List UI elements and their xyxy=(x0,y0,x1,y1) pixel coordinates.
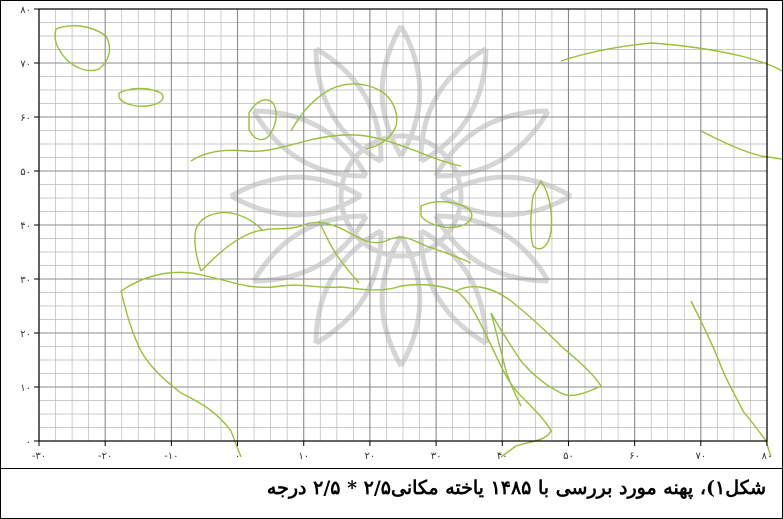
coast-scandinavia xyxy=(290,83,398,150)
x-tick-label: -۱۰ xyxy=(164,451,178,462)
plot-frame xyxy=(38,8,768,442)
watermark-petal xyxy=(439,174,573,199)
x-tick-label: ۷۰ xyxy=(695,451,706,462)
x-tick-label: ۴۰ xyxy=(497,451,508,462)
x-tick-label: ۱۰ xyxy=(298,451,309,462)
x-tick-label: ۸۰ xyxy=(762,451,773,462)
y-tick-label: ۳۰ xyxy=(20,275,31,286)
y-tick-label: ۵۰ xyxy=(20,167,31,178)
coast-iceland xyxy=(118,87,164,107)
watermark-petal xyxy=(314,230,384,346)
y-tick-label: ۱۰ xyxy=(20,383,31,394)
coast-iberia xyxy=(194,211,264,272)
watermark-petal xyxy=(433,108,549,178)
figure-caption: شکل۱)، پهنه مورد بررسی با ۱۴۸۵ یاخته مکا… xyxy=(266,477,766,499)
watermark-petal xyxy=(379,234,404,368)
y-tick-label: ۲۰ xyxy=(20,329,31,340)
watermark-petal xyxy=(313,228,383,344)
coast-europe-north xyxy=(190,134,462,167)
watermark-petal xyxy=(314,46,384,162)
coast-red-sea xyxy=(490,312,522,407)
watermark-rosette xyxy=(229,24,573,368)
watermark-ring xyxy=(338,133,464,259)
coast-europe-south xyxy=(200,221,472,272)
x-tick-label: ۰ xyxy=(235,451,240,462)
y-tick-label: ۶۰ xyxy=(20,113,31,124)
coast-caspian xyxy=(530,180,553,250)
y-tick-label: ۷۰ xyxy=(20,59,31,70)
x-tick-label: ۵۰ xyxy=(563,451,574,462)
watermark-petal xyxy=(251,109,367,179)
watermark-petal xyxy=(418,230,488,346)
x-axis: -۳۰ -۲۰ -۱۰ ۰ ۱۰ ۲۰ ۳۰ ۴۰ ۵۰ ۶۰ ۷۰ ۸۰ xyxy=(32,441,773,462)
x-tick-label: ۲۰ xyxy=(365,451,376,462)
coast-asia-north xyxy=(560,42,782,72)
watermark-petal xyxy=(435,109,551,179)
y-tick-label: ۰ xyxy=(26,437,31,448)
watermark-petal xyxy=(433,214,549,284)
coast-africa xyxy=(120,271,552,458)
coastlines xyxy=(54,24,782,458)
x-tick-label: -۲۰ xyxy=(98,451,112,462)
watermark-petal xyxy=(313,48,383,164)
y-tick-label: ۸۰ xyxy=(20,5,31,16)
x-tick-label: -۳۰ xyxy=(32,451,46,462)
watermark-petal xyxy=(251,213,367,283)
coast-italy xyxy=(318,220,360,284)
caption-divider xyxy=(1,468,782,469)
watermark-petal xyxy=(435,213,551,283)
x-tick-label: ۶۰ xyxy=(629,451,640,462)
coast-india xyxy=(690,300,772,458)
watermark-petal xyxy=(229,174,363,199)
watermark-petal xyxy=(418,46,488,162)
x-tick-label: ۳۰ xyxy=(431,451,442,462)
coast-black-sea xyxy=(420,201,473,229)
coast-arabia xyxy=(455,285,602,397)
y-axis: ۰ ۱۰ ۲۰ ۳۰ ۴۰ ۵۰ ۶۰ ۷۰ ۸۰ xyxy=(20,5,39,448)
watermark-petal xyxy=(229,193,363,218)
grid-map: -۳۰ -۲۰ -۱۰ ۰ ۱۰ ۲۰ ۳۰ ۴۰ ۵۰ ۶۰ ۷۰ ۸۰ ۰ ۱۰ ۲۰ ۳۰ ۴۰ ۵۰ ۶۰… xyxy=(1,1,782,469)
coast-greenland xyxy=(54,24,111,72)
coast-britain xyxy=(248,99,277,141)
y-tick-label: ۴۰ xyxy=(20,221,31,232)
coast-asia-east xyxy=(700,130,782,160)
